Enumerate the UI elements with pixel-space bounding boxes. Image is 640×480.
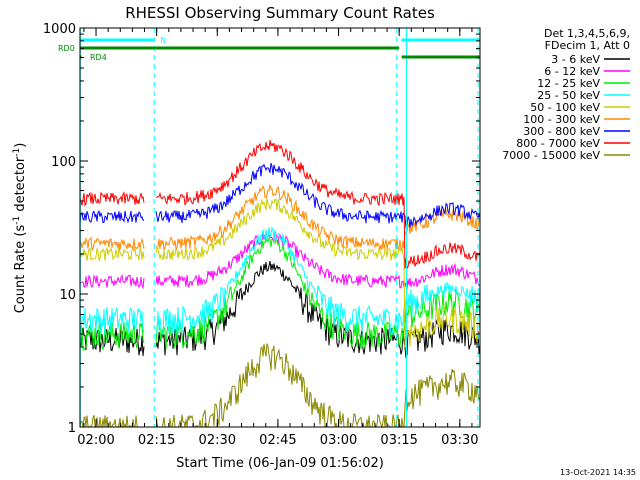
x-tick-label: 02:45 — [259, 433, 296, 448]
legend-header-line: FDecim 1, Att 0 — [545, 39, 630, 52]
legend-entry-label: 25 - 50 keV — [537, 89, 600, 102]
series-line — [79, 226, 481, 336]
series-line — [79, 163, 481, 229]
footer-timestamp: 13-Oct-2021 14:35 — [560, 468, 636, 477]
x-tick-label: 02:30 — [199, 433, 236, 448]
legend-entry-label: 300 - 800 keV — [523, 125, 600, 138]
legend-entry-label: 800 - 7000 keV — [516, 137, 600, 150]
y-axis-label: Count Rate (s-1 detector-1) — [12, 143, 28, 314]
x-tick-label: 02:00 — [77, 433, 114, 448]
y-tick-label: 10 — [59, 288, 76, 303]
legend: Det 1,3,4,5,6,9,FDecim 1, Att 03 - 6 keV… — [502, 27, 630, 162]
series-line — [79, 184, 481, 252]
legend-header-line: Det 1,3,4,5,6,9, — [544, 27, 630, 40]
series-line — [79, 231, 481, 290]
legend-entry-label: 3 - 6 keV — [551, 53, 600, 66]
legend-entry-label: 6 - 12 keV — [544, 65, 600, 78]
y-tick-label: 1 — [68, 421, 76, 436]
y-tick-label: 100 — [51, 155, 76, 170]
series-line — [79, 198, 481, 348]
flag-label: N — [160, 36, 166, 45]
legend-entry-label: 7000 - 15000 keV — [502, 149, 600, 162]
legend-entry-label: 50 - 100 keV — [530, 101, 600, 114]
x-tick-label: 02:15 — [138, 433, 175, 448]
x-tick-label: 03:00 — [320, 433, 357, 448]
x-tick-label: 03:15 — [380, 433, 417, 448]
flag-label: RD4 — [90, 53, 107, 62]
series-line — [79, 260, 481, 359]
y-tick-label: 1000 — [43, 22, 76, 37]
x-axis-label: Start Time (06-Jan-09 01:56:02) — [176, 456, 384, 471]
chart-title: RHESSI Observing Summary Count Rates — [125, 4, 435, 22]
flag-label: RD0 — [58, 44, 75, 53]
x-tick-label: 03:30 — [441, 433, 478, 448]
legend-entry-label: 12 - 25 keV — [537, 77, 600, 90]
series-line — [79, 139, 481, 270]
plot-frame — [79, 27, 481, 428]
legend-entry-label: 100 - 300 keV — [523, 113, 600, 126]
